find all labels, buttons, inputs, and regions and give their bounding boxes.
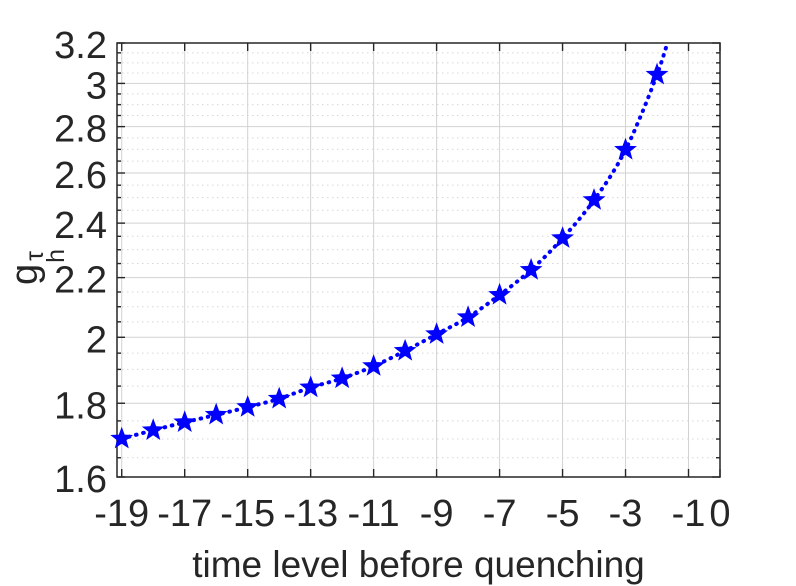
- y-axis-label-sub: h: [41, 248, 70, 263]
- x-tick-label: -19: [94, 493, 149, 535]
- star-marker: [582, 188, 606, 210]
- star-marker: [393, 338, 417, 361]
- major-gridlines: [117, 43, 720, 477]
- x-tick-label: -15: [220, 493, 275, 535]
- star-marker: [141, 418, 165, 440]
- x-tick-label: -5: [546, 493, 580, 535]
- x-axis-label: time level before quenching: [192, 544, 645, 585]
- star-marker: [204, 402, 228, 425]
- star-marker: [645, 62, 669, 85]
- star-marker: [299, 375, 323, 398]
- data-curve: [119, 43, 670, 441]
- x-tick-label: -11: [348, 493, 400, 535]
- x-tick-label: -3: [609, 493, 643, 535]
- star-marker: [267, 386, 291, 409]
- data-markers: [110, 62, 669, 449]
- y-tick-label: 1.6: [54, 459, 107, 501]
- star-marker: [362, 354, 385, 376]
- star-marker: [110, 426, 134, 449]
- x-tick-label: 0: [709, 493, 730, 535]
- y-minor-gridlines: [117, 52, 720, 459]
- star-marker: [456, 305, 480, 327]
- tick-marks: [117, 42, 721, 478]
- x-tick-label: -9: [420, 493, 454, 535]
- star-marker: [330, 366, 354, 389]
- x-tick-labels: -19 -17 -15 -13 -11 -9 -7 -5 -3 -1 0: [94, 493, 730, 535]
- y-tick-label: 2.6: [54, 155, 107, 197]
- x-tick-label: -17: [157, 493, 212, 535]
- x-tick-label: -1: [672, 493, 706, 535]
- axes-box: [116, 42, 721, 478]
- x-tick-label: -7: [483, 493, 517, 535]
- y-tick-label: 3: [86, 65, 107, 107]
- star-marker: [551, 226, 574, 248]
- star-marker: [488, 282, 511, 305]
- star-marker: [425, 322, 448, 344]
- y-tick-label: 1.8: [54, 385, 107, 427]
- y-tick-label: 2.4: [54, 205, 107, 247]
- y-tick-label: 2: [86, 319, 107, 361]
- y-tick-label: 2.8: [54, 109, 107, 151]
- y-tick-label: 3.2: [54, 25, 107, 67]
- y-tick-label: 2.2: [54, 260, 107, 302]
- x-tick-label: -13: [283, 493, 338, 535]
- star-marker: [173, 410, 197, 432]
- y-axis-label-base: g: [4, 263, 46, 286]
- star-marker: [236, 395, 260, 417]
- star-marker: [519, 258, 543, 280]
- y-tick-labels: 1.6 1.8 2 2.2 2.4 2.62.833.2: [54, 25, 107, 501]
- star-marker: [614, 137, 637, 160]
